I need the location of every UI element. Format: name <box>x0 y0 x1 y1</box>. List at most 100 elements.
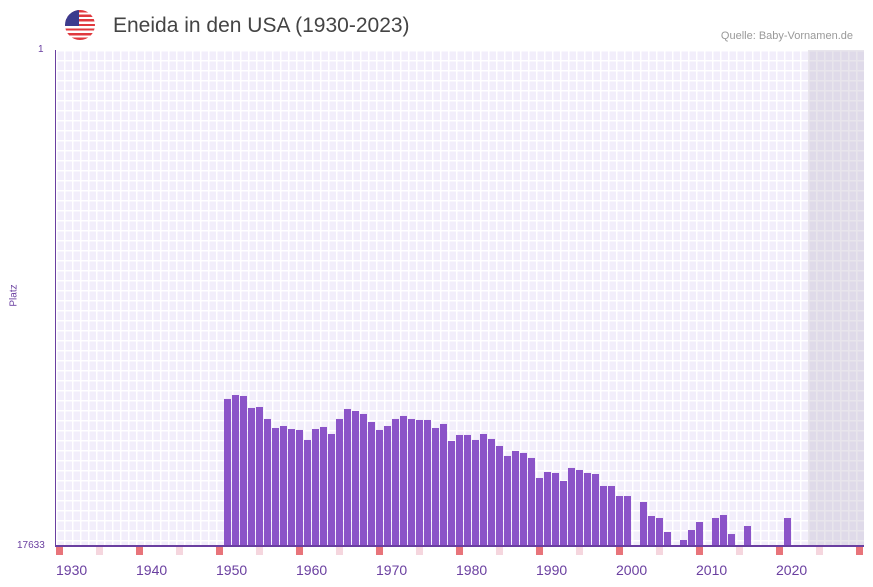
bar-1962[interactable] <box>312 428 319 545</box>
bar-1980[interactable] <box>456 434 463 545</box>
x-tick-label: 1950 <box>216 562 248 578</box>
chart-title: Eneida in den USA (1930-2023) <box>113 14 410 37</box>
bar-2001[interactable] <box>624 496 631 545</box>
x-tick-label: 2020 <box>776 562 808 578</box>
bar-1958[interactable] <box>280 425 287 545</box>
bar-2000[interactable] <box>616 496 623 545</box>
bar-1953[interactable] <box>240 395 247 545</box>
bar-1966[interactable] <box>344 408 351 545</box>
bar-1997[interactable] <box>592 474 599 545</box>
bar-2021[interactable] <box>784 517 791 545</box>
x-tick-label: 1980 <box>456 562 488 578</box>
bar-1969[interactable] <box>368 421 375 545</box>
year-marker <box>256 546 263 555</box>
bar-2010[interactable] <box>696 522 703 545</box>
bar-2003[interactable] <box>640 501 647 545</box>
y-tick-top: 1 <box>38 44 44 55</box>
year-marker <box>576 546 583 555</box>
bar-1955[interactable] <box>256 406 263 545</box>
year-marker <box>216 546 223 555</box>
y-axis <box>55 50 56 546</box>
year-marker <box>176 546 183 555</box>
bar-1971[interactable] <box>384 425 391 545</box>
bar-1981[interactable] <box>464 434 471 545</box>
bar-1963[interactable] <box>320 426 327 545</box>
bar-1956[interactable] <box>264 418 271 545</box>
bar-2008[interactable] <box>680 540 687 545</box>
year-marker <box>736 546 743 555</box>
bar-1961[interactable] <box>304 439 311 545</box>
bar-1957[interactable] <box>272 427 279 545</box>
bar-1983[interactable] <box>480 433 487 545</box>
us-flag-icon <box>65 10 95 40</box>
year-marker <box>336 546 343 555</box>
bar-1998[interactable] <box>600 485 607 545</box>
year-marker <box>456 546 463 555</box>
x-tick-label: 2000 <box>616 562 648 578</box>
bar-1964[interactable] <box>328 433 335 545</box>
year-marker <box>136 546 143 555</box>
year-marker <box>376 546 383 555</box>
bar-1984[interactable] <box>488 438 495 545</box>
bar-1968[interactable] <box>360 413 367 545</box>
bar-1989[interactable] <box>528 457 535 545</box>
bar-1960[interactable] <box>296 429 303 545</box>
bar-1952[interactable] <box>232 395 239 545</box>
x-tick-label: 1990 <box>536 562 568 578</box>
year-marker <box>856 546 863 555</box>
bar-1970[interactable] <box>376 429 383 545</box>
future-shade <box>808 50 864 545</box>
bar-1995[interactable] <box>576 469 583 545</box>
bar-1954[interactable] <box>248 407 255 545</box>
bar-1994[interactable] <box>568 467 575 545</box>
x-tick-label: 2010 <box>696 562 728 578</box>
bar-1951[interactable] <box>224 398 231 545</box>
bar-1979[interactable] <box>448 440 455 545</box>
bar-2009[interactable] <box>688 530 695 545</box>
bar-2014[interactable] <box>728 534 735 545</box>
bar-1959[interactable] <box>288 428 295 545</box>
x-tick-label: 1930 <box>56 562 88 578</box>
bar-1992[interactable] <box>552 472 559 545</box>
x-tick-label: 1960 <box>296 562 328 578</box>
bar-1999[interactable] <box>608 485 615 545</box>
bar-1967[interactable] <box>352 410 359 545</box>
bar-1985[interactable] <box>496 445 503 545</box>
x-axis <box>55 545 864 547</box>
bar-1988[interactable] <box>520 452 527 545</box>
year-marker <box>96 546 103 555</box>
year-marker <box>656 546 663 555</box>
bar-2005[interactable] <box>656 517 663 545</box>
year-marker <box>296 546 303 555</box>
year-marker <box>816 546 823 555</box>
bar-1990[interactable] <box>536 477 543 545</box>
bar-1972[interactable] <box>392 418 399 545</box>
bar-1976[interactable] <box>424 419 431 545</box>
bar-1982[interactable] <box>472 439 479 545</box>
year-marker <box>776 546 783 555</box>
bar-1973[interactable] <box>400 415 407 545</box>
y-tick-bottom: 17633 <box>17 540 45 551</box>
year-marker <box>536 546 543 555</box>
bar-1987[interactable] <box>512 450 519 545</box>
bar-1977[interactable] <box>432 427 439 545</box>
bar-2016[interactable] <box>744 525 751 545</box>
bar-2004[interactable] <box>648 515 655 545</box>
bar-1991[interactable] <box>544 471 551 545</box>
bar-1965[interactable] <box>336 418 343 545</box>
year-marker <box>696 546 703 555</box>
bar-1986[interactable] <box>504 455 511 545</box>
year-marker <box>416 546 423 555</box>
bar-2012[interactable] <box>712 517 719 545</box>
x-tick-label: 1940 <box>136 562 168 578</box>
bar-1993[interactable] <box>560 480 567 545</box>
year-marker <box>56 546 63 555</box>
bar-1975[interactable] <box>416 419 423 545</box>
bar-2013[interactable] <box>720 514 727 545</box>
bar-1996[interactable] <box>584 472 591 545</box>
bar-2006[interactable] <box>664 532 671 545</box>
bar-1978[interactable] <box>440 423 447 545</box>
year-marker <box>496 546 503 555</box>
bar-1974[interactable] <box>408 418 415 545</box>
